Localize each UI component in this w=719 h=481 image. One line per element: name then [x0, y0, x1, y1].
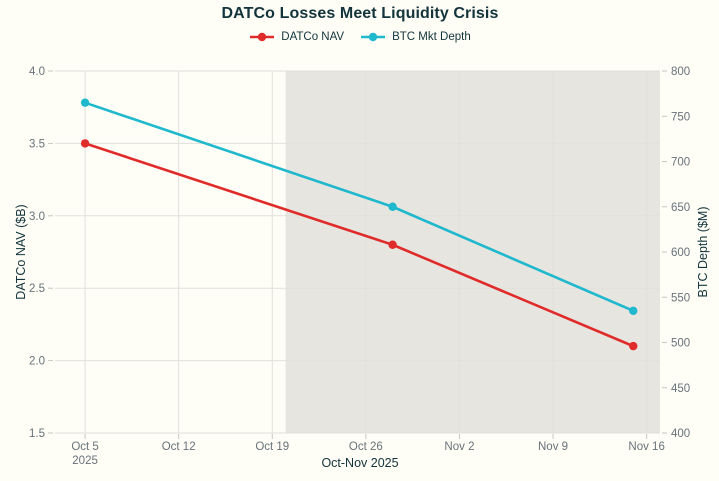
- legend-marker-btc-mkt-depth: [361, 32, 386, 42]
- legend: DATCo NAV BTC Mkt Depth: [55, 31, 665, 43]
- shaded-crisis-band: [285, 71, 660, 433]
- y-right-axis-title: BTC Depth ($M): [696, 206, 710, 298]
- y-left-tick-label: 1.5: [29, 428, 45, 440]
- y-right-tick-label: 650: [671, 202, 690, 214]
- legend-label: DATCo NAV: [281, 31, 345, 43]
- chart-title: DATCo Losses Meet Liquidity Crisis: [221, 5, 499, 22]
- y-left-tick-label: 3.0: [29, 211, 45, 223]
- x-tick-label: Oct 5: [71, 441, 98, 453]
- series-marker-datco-nav: [80, 139, 90, 148]
- y-left-tick-label: 4.0: [29, 66, 45, 78]
- x-tick-label: Oct 26: [349, 441, 383, 453]
- y-left-tick-label: 3.5: [29, 138, 45, 150]
- y-right-tick-label: 400: [671, 428, 690, 440]
- y-left-tick-label: 2.0: [29, 356, 45, 368]
- series-marker-btc-mkt-depth: [388, 202, 397, 211]
- x-tick-sub-label: 2025: [72, 455, 98, 467]
- legend-label: BTC Mkt Depth: [392, 31, 471, 43]
- x-tick-label: Nov 2: [444, 441, 474, 453]
- x-tick-label: Oct 19: [255, 441, 289, 453]
- y-right-tick-label: 500: [671, 338, 690, 350]
- x-tick-label: Nov 16: [628, 441, 664, 453]
- legend-item-datco-nav[interactable]: DATCo NAV: [249, 31, 344, 43]
- series-marker-datco-nav: [388, 240, 397, 249]
- y-right-tick-label: 450: [671, 383, 690, 395]
- y-right-tick-label: 600: [671, 247, 690, 259]
- y-left-axis-title: DATCo NAV ($B): [14, 204, 28, 300]
- y-right-tick-label: 700: [671, 157, 690, 169]
- legend-marker-datco-nav: [250, 32, 275, 42]
- series-marker-btc-mkt-depth: [629, 306, 638, 316]
- legend-item-btc-mkt-depth[interactable]: BTC Mkt Depth: [360, 31, 471, 43]
- y-right-tick-label: 550: [671, 292, 690, 304]
- y-right-tick-label: 750: [671, 111, 690, 123]
- x-axis-title: Oct-Nov 2025: [321, 456, 399, 470]
- y-right-tick-label: 800: [671, 66, 690, 78]
- series-marker-btc-mkt-depth: [80, 98, 90, 107]
- series-marker-datco-nav: [629, 341, 638, 351]
- x-tick-label: Oct 12: [162, 441, 196, 453]
- x-tick-label: Nov 9: [538, 441, 568, 453]
- y-left-tick-label: 2.5: [29, 283, 45, 295]
